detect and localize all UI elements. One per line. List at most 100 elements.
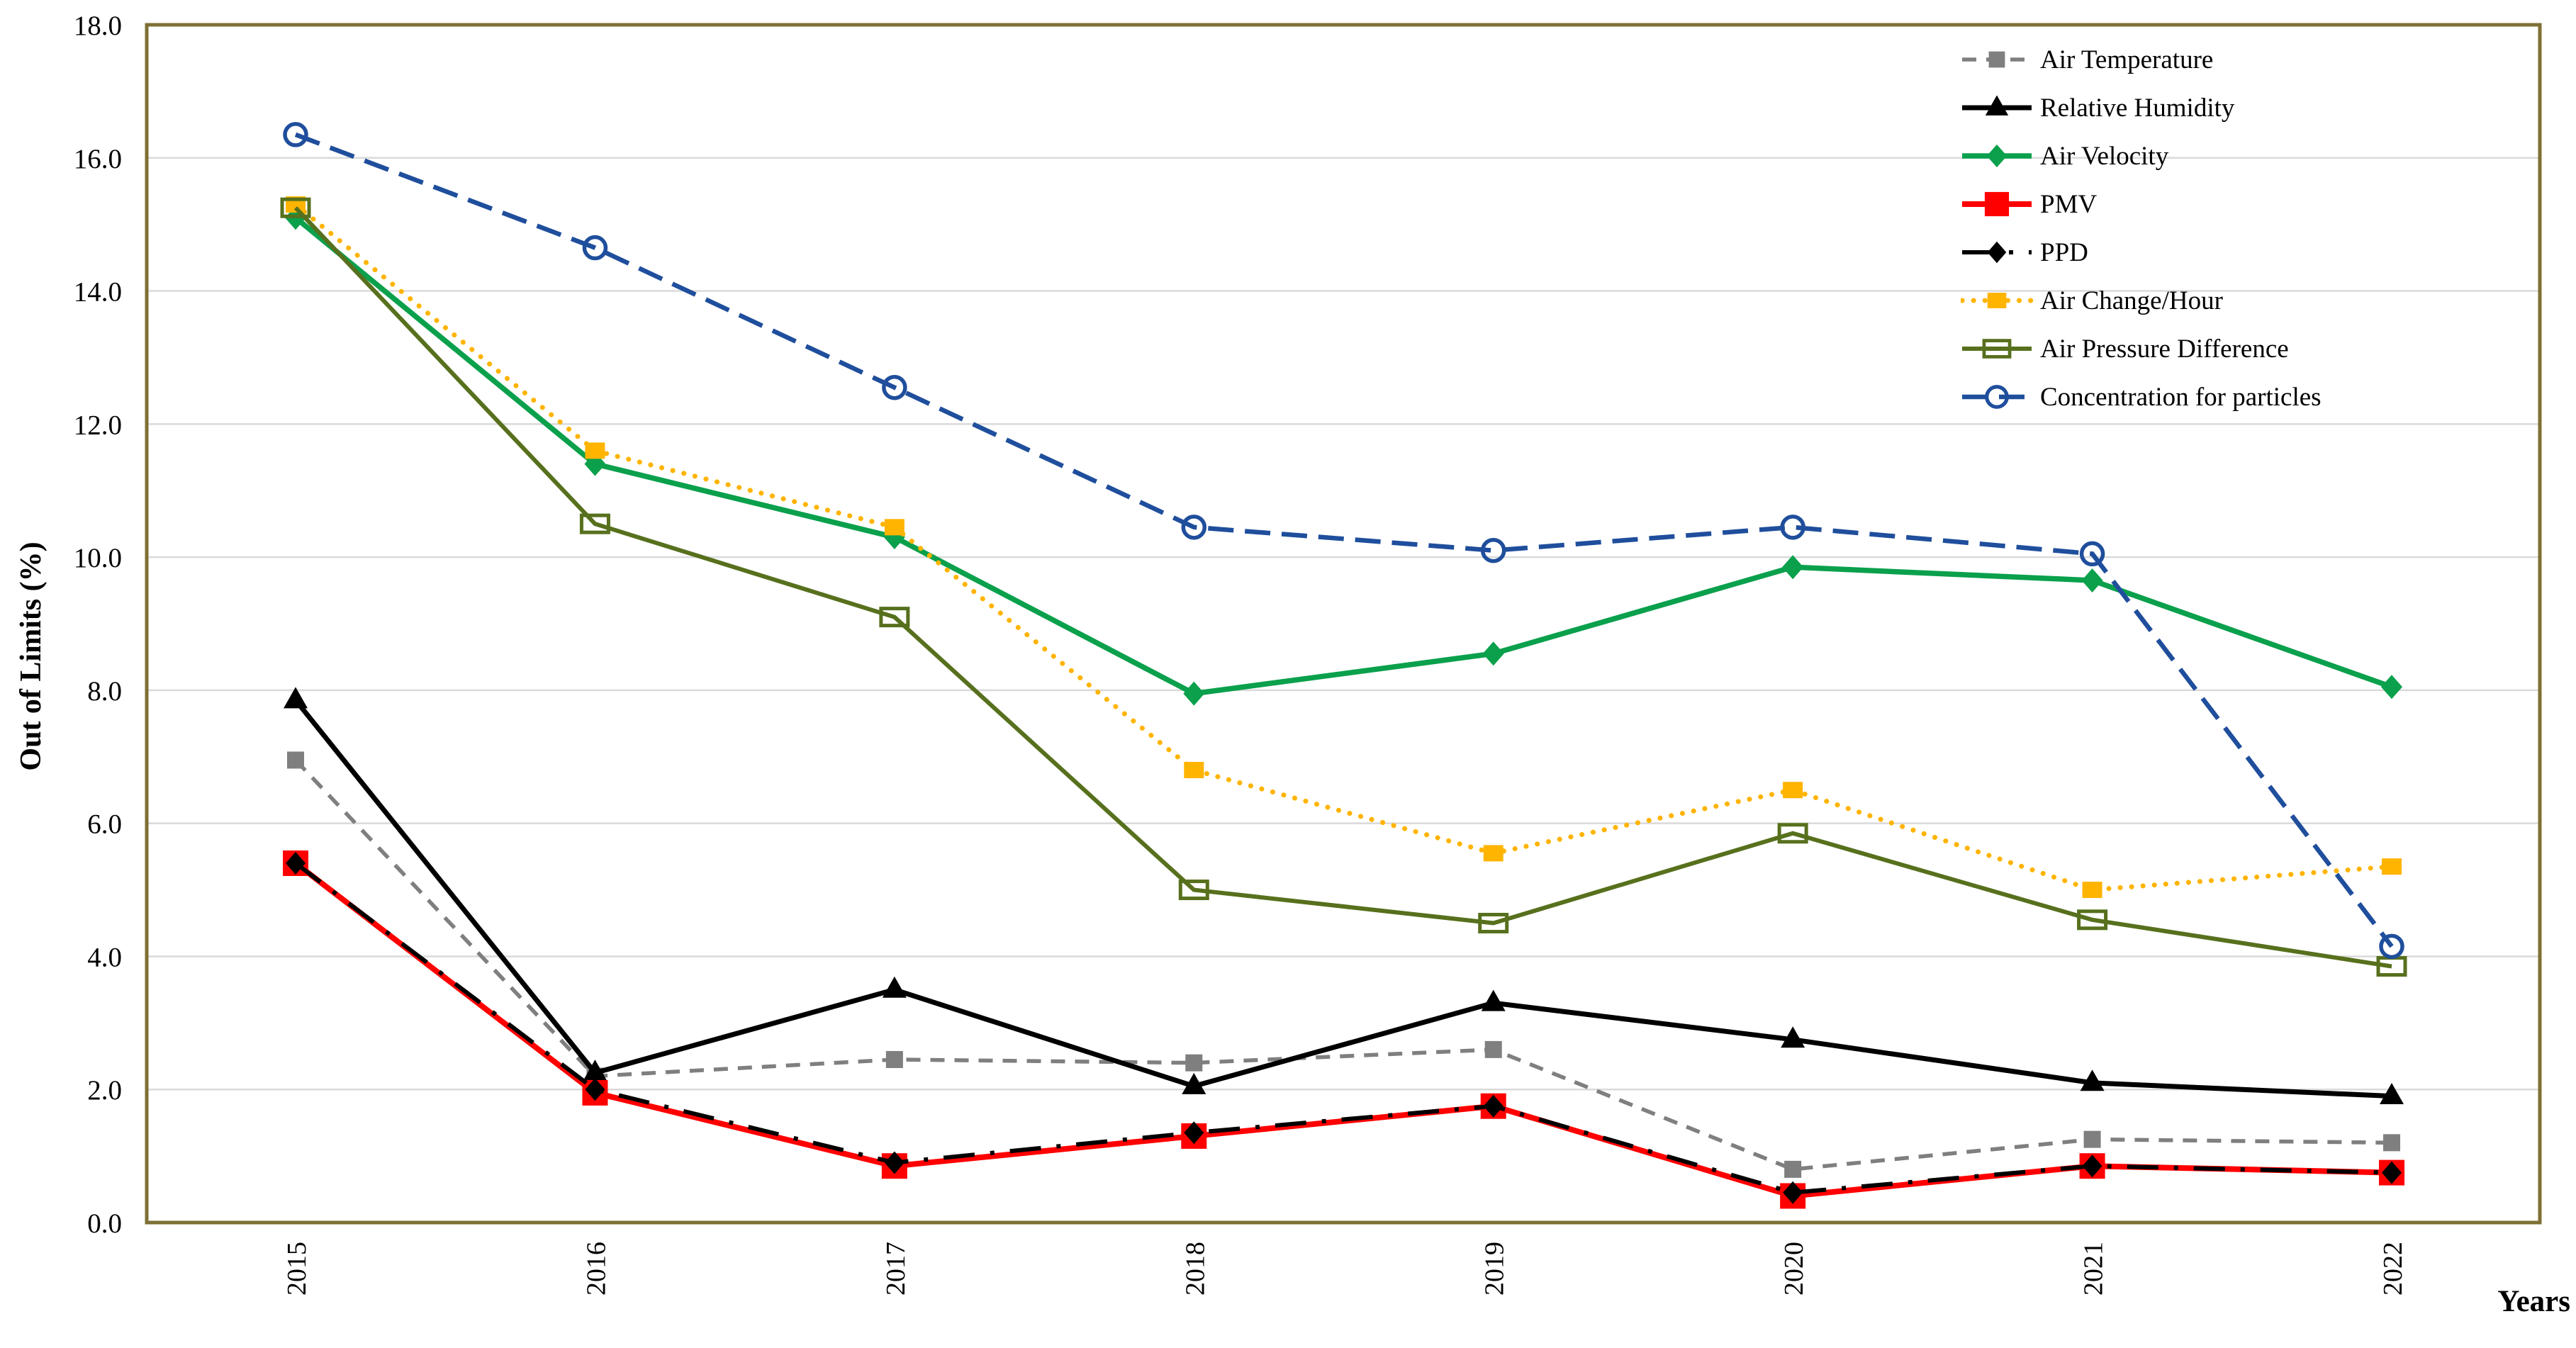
- square-marker: [1784, 1160, 1802, 1178]
- diamond-marker: [1483, 1094, 1503, 1118]
- rect-open-marker: [1478, 913, 1509, 933]
- legend-label: Concentration for particles: [2040, 382, 2322, 412]
- square-marker: [2082, 882, 2102, 899]
- rect-open-marker: [280, 197, 311, 218]
- series-line: [294, 861, 2392, 1195]
- square-marker: [1483, 845, 1503, 862]
- legend-key-diamond: [1962, 241, 2032, 264]
- diamond-marker: [286, 852, 306, 875]
- square-marker: [1987, 293, 2007, 308]
- square-marker: [1185, 1054, 1203, 1072]
- triangle-marker: [1481, 989, 1506, 1011]
- x-tick-label: 2021: [2079, 1242, 2109, 1296]
- square-marker: [1783, 782, 1803, 799]
- legend-key-diamond: [1962, 144, 2032, 168]
- legend-item-pmv: PMV: [1961, 180, 2322, 228]
- series-air-temperature: [287, 751, 2401, 1178]
- triangle-marker: [1985, 95, 2009, 116]
- circle-open-marker: [1985, 385, 2009, 409]
- y-tick-label: 0.0: [87, 1208, 122, 1239]
- rect-open-marker: [1777, 823, 1808, 844]
- diamond-marker: [1987, 241, 2007, 264]
- legend-label: PPD: [2040, 237, 2088, 267]
- x-axis-tick-labels: 2015 2016 2017 2018 2019 2020 2021 2022: [282, 1242, 2408, 1296]
- x-tick-label: 2019: [1480, 1242, 1510, 1296]
- legend-key-square: [1962, 191, 2032, 217]
- x-tick-label: 2015: [282, 1242, 312, 1296]
- x-axis-title: Years: [2497, 1285, 2570, 1318]
- legend-item-ppd: PPD: [1961, 228, 2322, 276]
- x-tick-label: 2018: [1180, 1242, 1210, 1296]
- x-tick-label: 2016: [581, 1242, 611, 1296]
- diamond-marker: [585, 1078, 605, 1101]
- y-tick-label: 10.0: [74, 543, 122, 573]
- rect-open-marker: [1982, 339, 2012, 359]
- series-ppd: [286, 852, 2402, 1204]
- series-pmv: [283, 850, 2405, 1209]
- plot-frame: [145, 23, 2542, 1225]
- legend-label: Air Change/Hour: [2040, 286, 2223, 315]
- circle-open-marker: [1780, 515, 1805, 540]
- x-tick-label: 2022: [2378, 1242, 2408, 1296]
- y-tick-label: 18.0: [74, 11, 122, 41]
- rect-open-marker: [1178, 880, 1209, 901]
- square-marker: [1988, 51, 2005, 68]
- legend-item-air-temperature: Air Temperature: [1961, 35, 2322, 84]
- square-marker: [1484, 1040, 1502, 1058]
- series-air-pressure-difference: [280, 197, 2407, 977]
- series-line: [294, 758, 2392, 1172]
- circle-open-marker: [1181, 515, 1207, 540]
- y-tick-label: 8.0: [87, 676, 122, 707]
- legend-item-air-change-hour: Air Change/Hour: [1961, 276, 2322, 325]
- y-axis-title: Out of Limits (%): [15, 541, 47, 771]
- circle-open-marker: [2379, 933, 2404, 960]
- square-marker: [2383, 1134, 2401, 1152]
- diamond-marker: [1184, 1121, 1204, 1145]
- square-marker: [1184, 762, 1204, 779]
- triangle-marker: [1781, 1026, 1805, 1048]
- y-tick-label: 2.0: [87, 1075, 122, 1106]
- series-line: [294, 132, 2394, 948]
- legend-label: PMV: [2040, 189, 2098, 219]
- diamond-marker: [2382, 1161, 2402, 1184]
- diamond-marker: [884, 1151, 905, 1174]
- legend-key-circle-open: [1962, 385, 2032, 409]
- diamond-marker: [2081, 568, 2103, 592]
- circle-open-marker: [882, 374, 907, 400]
- series-relative-humidity: [284, 687, 2404, 1105]
- y-tick-label: 14.0: [74, 277, 122, 308]
- legend-item-concentration-for-particles: Concentration for particles: [1961, 373, 2322, 421]
- y-tick-label: 16.0: [74, 144, 122, 174]
- diamond-marker: [1986, 144, 2007, 168]
- circle-open-marker: [1480, 537, 1506, 563]
- series-line: [293, 202, 2395, 893]
- legend-key-rect-open: [1962, 339, 2032, 359]
- legend-label: Air Temperature: [2040, 45, 2214, 74]
- diamond-marker: [2381, 675, 2403, 700]
- rect-open-marker: [2077, 909, 2108, 931]
- triangle-marker: [2380, 1083, 2404, 1105]
- series-line: [293, 698, 2392, 1099]
- triangle-marker: [284, 687, 308, 709]
- triangle-marker: [583, 1060, 607, 1082]
- legend-item-air-pressure-difference: Air Pressure Difference: [1961, 325, 2322, 373]
- square-marker: [585, 442, 605, 459]
- triangle-marker: [882, 976, 907, 998]
- square-marker: [1984, 191, 2010, 217]
- y-tick-label: 6.0: [87, 809, 122, 840]
- rect-open-marker: [579, 513, 610, 534]
- diamond-marker: [1783, 1181, 1803, 1204]
- square-marker: [2083, 1130, 2101, 1148]
- diamond-marker: [1482, 641, 1504, 666]
- circle-open-marker: [582, 235, 608, 261]
- diamond-marker: [2082, 1155, 2102, 1178]
- series-line: [293, 206, 2392, 969]
- legend-key-square: [1961, 293, 2034, 308]
- triangle-marker: [1182, 1072, 1206, 1094]
- series-concentration-for-particles: [283, 122, 2404, 960]
- diamond-marker: [1782, 555, 1804, 580]
- diamond-marker: [1183, 681, 1205, 706]
- legend-item-air-velocity: Air Velocity: [1961, 132, 2322, 180]
